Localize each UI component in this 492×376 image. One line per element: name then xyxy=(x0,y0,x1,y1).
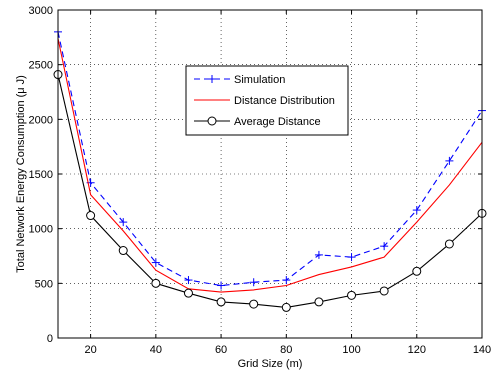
circle-marker xyxy=(118,246,128,256)
circle-marker xyxy=(314,297,324,307)
legend-label: Distance Distribution xyxy=(234,95,335,107)
circle-marker xyxy=(249,299,259,309)
y-tick-label: 2000 xyxy=(29,114,53,126)
plus-marker xyxy=(380,242,389,251)
y-tick-label: 2500 xyxy=(29,60,53,72)
y-tick-label: 3000 xyxy=(29,5,53,17)
circle-marker xyxy=(183,288,193,298)
legend-label: Simulation xyxy=(234,74,285,86)
series-line-average-distance xyxy=(57,74,483,308)
plus-marker xyxy=(314,250,323,259)
circle-marker xyxy=(347,290,357,300)
plus-marker xyxy=(208,75,216,83)
plus-marker xyxy=(119,218,128,227)
circle-marker xyxy=(444,239,454,249)
circle-marker xyxy=(207,116,217,126)
plus-marker xyxy=(282,276,291,285)
plus-marker xyxy=(151,258,160,267)
tick-labels: 20 40 60 80 100 120 140 0 500 1000 1500 2000 2500 300… xyxy=(29,5,492,356)
series-line-distance-distribution xyxy=(57,38,483,293)
circle-marker xyxy=(151,278,161,288)
plus-marker xyxy=(184,276,193,285)
legend-label: Average Distance xyxy=(234,116,321,128)
circle-marker xyxy=(379,286,389,296)
x-tick-label: 140 xyxy=(473,344,491,356)
legend: Simulation Distance Distribution Average D… xyxy=(185,65,349,136)
plus-marker xyxy=(249,278,258,287)
x-tick-label: 20 xyxy=(84,344,96,356)
circle-marker xyxy=(86,211,96,221)
plus-marker xyxy=(217,281,226,290)
circle-marker xyxy=(281,302,291,312)
y-tick-label: 500 xyxy=(35,278,53,290)
y-tick-label: 0 xyxy=(47,333,53,345)
x-tick-label: 80 xyxy=(280,344,292,356)
axis-ticks xyxy=(58,9,483,339)
y-axis-title: Total Network Energy Consumption (μ J) xyxy=(15,75,27,273)
circle-marker xyxy=(412,266,422,276)
plus-marker xyxy=(347,253,356,262)
x-axis-title: Grid Size (m) xyxy=(238,358,303,370)
x-tick-label: 100 xyxy=(342,344,360,356)
circle-marker xyxy=(216,297,226,307)
series-line-simulation xyxy=(57,31,483,287)
x-tick-label: 120 xyxy=(408,344,426,356)
y-tick-label: 1500 xyxy=(29,169,53,181)
plus-marker xyxy=(445,156,454,165)
y-tick-label: 1000 xyxy=(29,224,53,236)
plus-marker xyxy=(412,206,421,215)
x-tick-label: 40 xyxy=(150,344,162,356)
x-tick-label: 60 xyxy=(215,344,227,356)
